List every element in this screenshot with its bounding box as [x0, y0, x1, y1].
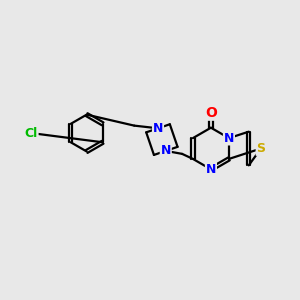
Text: Cl: Cl — [25, 127, 38, 140]
Text: N: N — [153, 122, 163, 135]
Text: N: N — [224, 132, 234, 145]
Text: N: N — [206, 163, 216, 176]
Text: O: O — [205, 106, 217, 120]
Text: S: S — [256, 142, 266, 155]
Text: N: N — [160, 144, 171, 158]
